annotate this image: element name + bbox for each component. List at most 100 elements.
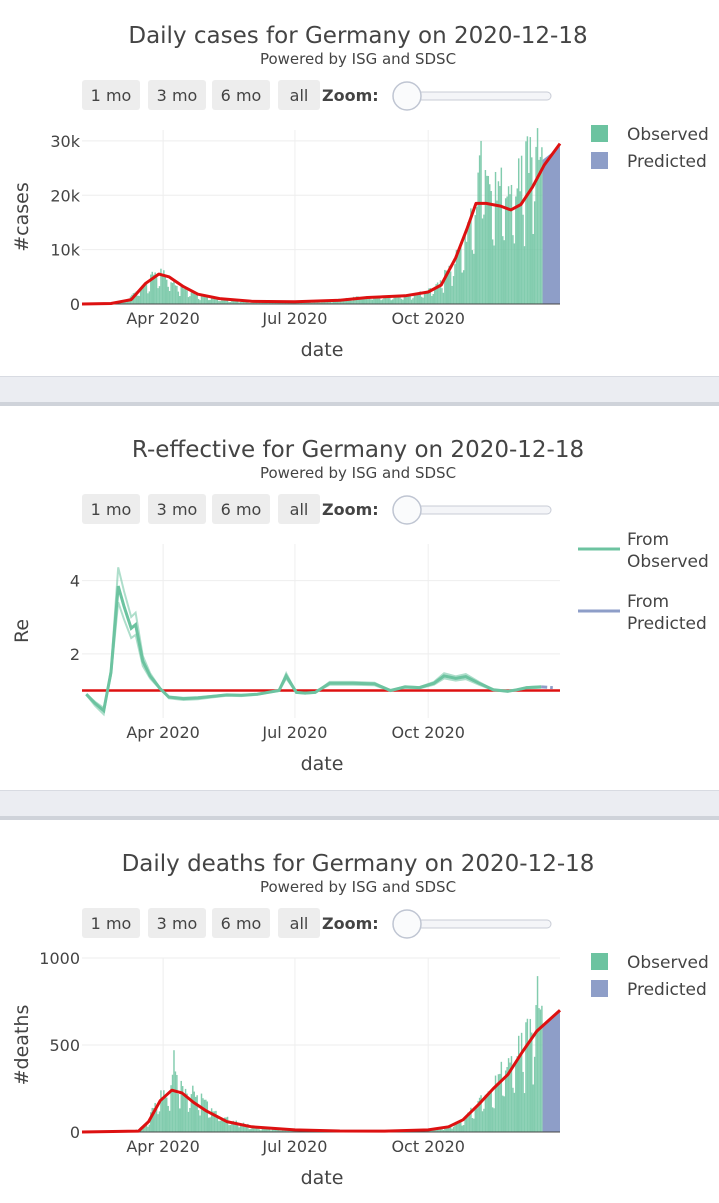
observed-bar — [185, 288, 186, 304]
observed-bar — [451, 286, 452, 304]
range-button-label[interactable]: 6 mo — [221, 500, 262, 519]
range-button-label[interactable]: 3 mo — [157, 86, 198, 105]
observed-bar — [450, 271, 451, 304]
observed-bar — [182, 287, 183, 304]
observed-bar — [441, 288, 442, 304]
observed-bar — [188, 297, 189, 304]
observed-bar — [201, 1094, 202, 1132]
observed-bar — [473, 254, 474, 304]
range-button-1-mo[interactable]: 1 mo — [82, 80, 140, 110]
observed-bar — [137, 296, 138, 304]
zoom-slider-track[interactable] — [406, 92, 551, 100]
legend-predicted-label[interactable]: Predicted — [627, 980, 707, 1000]
range-button-3-mo[interactable]: 3 mo — [148, 908, 206, 938]
observed-bar — [162, 275, 163, 304]
y-tick-label: 0 — [70, 1123, 80, 1142]
observed-bar — [183, 1093, 184, 1132]
range-button-label[interactable]: 3 mo — [157, 500, 198, 519]
range-button-1-mo[interactable]: 1 mo — [82, 908, 140, 938]
observed-bar — [188, 1112, 189, 1132]
y-tick-label: 2 — [70, 645, 80, 664]
observed-bar — [173, 279, 174, 304]
observed-bar — [490, 1091, 491, 1132]
y-tick-label: 4 — [70, 572, 80, 591]
range-button-6-mo[interactable]: 6 mo — [212, 80, 270, 110]
observed-bar — [198, 1110, 199, 1132]
range-button-label[interactable]: 3 mo — [157, 914, 198, 933]
observed-bar — [475, 1109, 476, 1132]
x-tick-label: Oct 2020 — [391, 309, 464, 328]
range-button-3-mo[interactable]: 3 mo — [148, 494, 206, 524]
observed-bar — [447, 275, 448, 304]
observed-bar — [166, 280, 167, 304]
legend-predicted-swatch[interactable] — [591, 152, 608, 169]
observed-bar — [486, 1094, 487, 1132]
range-button-3-mo[interactable]: 3 mo — [148, 80, 206, 110]
observed-bar — [480, 141, 481, 304]
range-button-label[interactable]: 6 mo — [221, 86, 262, 105]
range-button-label[interactable]: 1 mo — [91, 86, 132, 105]
observed-bar — [482, 218, 483, 304]
observed-bar — [466, 1118, 467, 1132]
observed-bar — [525, 1022, 526, 1132]
observed-bar — [194, 293, 195, 304]
zoom-slider-handle[interactable] — [393, 82, 421, 110]
observed-bar — [189, 1108, 190, 1132]
observed-bar — [411, 300, 412, 304]
range-button-1-mo[interactable]: 1 mo — [82, 494, 140, 524]
observed-bar — [433, 294, 434, 304]
observed-bar — [540, 157, 541, 304]
observed-bar — [224, 300, 225, 304]
observed-bar — [496, 201, 497, 304]
legend-observed-swatch[interactable] — [591, 125, 608, 142]
observed-bar — [512, 1088, 513, 1132]
observed-bar — [488, 1091, 489, 1132]
x-tick-label: Jul 2020 — [261, 309, 327, 328]
observed-bar — [505, 1071, 506, 1132]
range-button-label[interactable]: 6 mo — [221, 914, 262, 933]
zoom-slider-track[interactable] — [406, 506, 551, 514]
range-button-all[interactable]: all — [278, 494, 320, 524]
zoom-slider-handle[interactable] — [393, 910, 421, 938]
x-tick-label: Jul 2020 — [261, 1137, 327, 1156]
range-button-label[interactable]: 1 mo — [91, 500, 132, 519]
zoom-label: Zoom: — [322, 914, 379, 933]
observed-bar — [202, 1098, 203, 1132]
observed-bar — [489, 184, 490, 304]
legend-predicted-swatch[interactable] — [591, 980, 608, 997]
observed-bar — [169, 1111, 170, 1132]
zoom-label: Zoom: — [322, 86, 379, 105]
legend-observed-label[interactable]: Observed — [627, 953, 709, 973]
observed-bar — [524, 246, 525, 304]
range-button-all[interactable]: all — [278, 80, 320, 110]
range-button-label[interactable]: all — [290, 86, 309, 105]
y-tick-label: 30k — [50, 132, 80, 151]
observed-bar — [209, 300, 210, 304]
legend-observed-label[interactable]: Observed — [627, 125, 709, 145]
observed-bar — [431, 296, 432, 304]
observed-bar — [179, 1108, 180, 1132]
range-button-6-mo[interactable]: 6 mo — [212, 494, 270, 524]
legend-observed-swatch[interactable] — [591, 953, 608, 970]
observed-bar — [223, 300, 224, 304]
range-button-label[interactable]: all — [290, 914, 309, 933]
y-axis-title: #deaths — [11, 1005, 33, 1086]
range-button-6-mo[interactable]: 6 mo — [212, 908, 270, 938]
observed-bar — [457, 254, 458, 304]
observed-bar — [459, 250, 460, 304]
observed-bar — [170, 282, 171, 304]
observed-bar — [493, 246, 494, 304]
zoom-slider-handle[interactable] — [393, 496, 421, 524]
observed-bar — [217, 299, 218, 304]
observed-bar — [370, 299, 371, 304]
range-button-label[interactable]: all — [290, 500, 309, 519]
range-button-all[interactable]: all — [278, 908, 320, 938]
observed-bar — [360, 299, 361, 304]
observed-bar — [535, 147, 536, 304]
legend-predicted-label[interactable]: Predicted — [627, 152, 707, 172]
range-button-label[interactable]: 1 mo — [91, 914, 132, 933]
observed-bar — [538, 160, 539, 304]
zoom-slider-track[interactable] — [406, 920, 551, 928]
